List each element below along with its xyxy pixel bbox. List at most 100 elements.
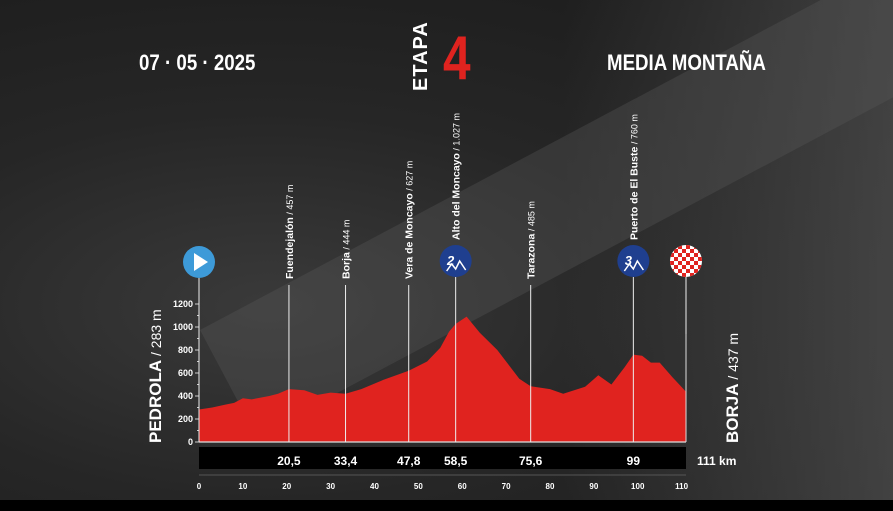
- x-tick-label: 50: [414, 482, 423, 491]
- waypoint-km: 58,5: [444, 454, 468, 468]
- checker-square: [678, 245, 682, 249]
- checker-square: [690, 257, 694, 261]
- mountain-glyph: [623, 259, 644, 272]
- waypoint-name: Tarazona: [526, 234, 538, 279]
- checker-square: [682, 257, 686, 261]
- waypoint-label: Borja / 444 m: [341, 220, 353, 279]
- checkered-flag-icon: [670, 245, 702, 334]
- checker-square: [694, 245, 698, 249]
- y-tick-label: 800: [178, 345, 193, 355]
- play-icon: [183, 246, 215, 442]
- x-tick-label: 30: [326, 482, 335, 491]
- checker-square: [698, 265, 702, 269]
- x-tick-label: 60: [458, 482, 467, 491]
- checker-square: [694, 253, 698, 257]
- y-tick-label: 0: [188, 437, 193, 447]
- checker-square: [690, 249, 694, 253]
- y-tick-label: 200: [178, 414, 193, 424]
- x-tick-label: 10: [238, 482, 247, 491]
- y-tick-label: 1200: [173, 299, 193, 309]
- waypoint-name: Vera de Moncayo: [404, 193, 416, 279]
- finish-label-elevation: / 437 m: [725, 333, 741, 384]
- x-tick-label: 80: [546, 482, 555, 491]
- y-tick-label: 1000: [173, 322, 193, 332]
- waypoint-km: 20,5: [277, 454, 301, 468]
- checker-square: [690, 265, 694, 269]
- climb-category: 3: [625, 253, 633, 268]
- checker-square: [670, 261, 674, 265]
- x-tick-label: 90: [589, 482, 598, 491]
- waypoint-name: Alto del Moncayo: [451, 153, 463, 240]
- waypoint-elevation: / 444 m: [342, 220, 352, 253]
- checker-square: [674, 257, 678, 261]
- checker-square: [698, 257, 702, 261]
- x-tick-label: 70: [502, 482, 511, 491]
- checker-square: [674, 265, 678, 269]
- checker-square: [690, 273, 694, 277]
- checker-square: [698, 273, 702, 277]
- start-label-name: PEDROLA: [146, 360, 165, 443]
- checker-square: [682, 273, 686, 277]
- climb-badge: [439, 245, 472, 277]
- climb-category: 2: [446, 253, 455, 268]
- start-label: PEDROLA / 283 m: [146, 309, 165, 443]
- mountain-glyph: [446, 259, 467, 272]
- waypoint-name: Puerto de El Buste: [628, 146, 640, 240]
- x-tick-label: 0: [197, 482, 202, 491]
- checker-square: [682, 265, 686, 269]
- waypoint-km: 33,4: [334, 454, 358, 468]
- mountain-category-2-icon: 2: [439, 245, 472, 277]
- checker-square: [670, 245, 674, 249]
- waypoint-km: 99: [627, 454, 641, 468]
- checker-square: [686, 253, 690, 257]
- checker-square: [678, 261, 682, 265]
- play-glyph: [194, 253, 208, 271]
- finish-label-name: BORJA: [723, 383, 742, 443]
- waypoint-label: Fuendejalón / 457 m: [284, 185, 296, 279]
- y-tick-label: 600: [178, 368, 193, 378]
- y-tick-label: 400: [178, 391, 193, 401]
- total-distance: 111 km: [697, 454, 736, 468]
- checker-square: [694, 269, 698, 273]
- waypoint-km: 75,6: [519, 454, 543, 468]
- waypoint-label: Puerto de El Buste / 760 m: [628, 114, 640, 240]
- x-tick-label: 20: [282, 482, 291, 491]
- checker-square: [678, 269, 682, 273]
- x-tick-label: 40: [370, 482, 379, 491]
- waypoint-name: Borja: [341, 252, 353, 279]
- waypoint-elevation: / 627 m: [405, 161, 415, 194]
- waypoint-elevation: / 1.027 m: [452, 113, 462, 153]
- x-tick-label: 110: [675, 482, 688, 491]
- checker-square: [686, 261, 690, 265]
- km-bar: [199, 447, 686, 469]
- checker-square: [674, 273, 678, 277]
- checker-square: [674, 249, 678, 253]
- waypoint-elevation: / 457 m: [285, 185, 295, 218]
- checker-square: [670, 269, 674, 273]
- waypoint-km: 47,8: [397, 454, 421, 468]
- waypoint-label: Tarazona / 485 m: [526, 201, 538, 279]
- waypoint-elevation: / 760 m: [629, 114, 639, 147]
- waypoint-label: Vera de Moncayo / 627 m: [404, 161, 416, 279]
- checker-square: [678, 253, 682, 257]
- checker-square: [686, 269, 690, 273]
- mountain-category-3-icon: 3: [617, 245, 650, 277]
- stage-date: 07 · 05 · 2025: [139, 50, 256, 75]
- waypoint-elevation: / 485 m: [527, 201, 537, 234]
- bottom-bar: [0, 500, 893, 511]
- climb-badge: [617, 245, 650, 277]
- elevation-area: [199, 316, 686, 442]
- checker-square: [686, 245, 690, 249]
- start-label-elevation: / 283 m: [148, 309, 164, 360]
- stage-type: MEDIA MONTAÑA: [607, 50, 766, 75]
- checker-square: [670, 253, 674, 257]
- checker-square: [698, 249, 702, 253]
- finish-label: BORJA / 437 m: [723, 333, 742, 443]
- checker-square: [682, 249, 686, 253]
- checker-square: [694, 261, 698, 265]
- x-tick-label: 100: [631, 482, 645, 491]
- stage-number: 4: [443, 24, 471, 93]
- waypoint-name: Fuendejalón: [284, 217, 296, 279]
- waypoint-label: Alto del Moncayo / 1.027 m: [451, 113, 463, 240]
